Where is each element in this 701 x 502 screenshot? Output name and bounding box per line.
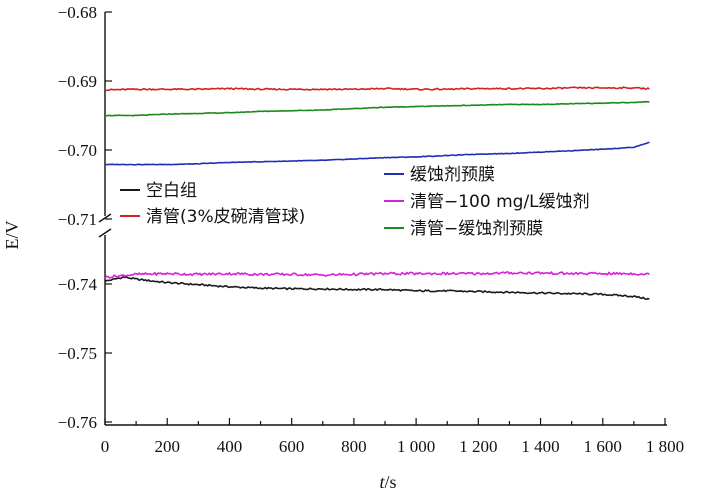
legend-label: 空白组 xyxy=(146,181,197,201)
y-axis-label: E/V xyxy=(2,221,22,250)
y-tick-label: −0.75 xyxy=(58,344,97,363)
x-tick-label: 1 200 xyxy=(459,437,497,456)
legend-entry: 空白组 xyxy=(120,181,197,201)
x-axis-label-variable: t xyxy=(379,472,385,492)
x-tick-label: 400 xyxy=(217,437,243,456)
x-tick-label: 0 xyxy=(101,437,110,456)
x-tick-label: 1 400 xyxy=(521,437,559,456)
legend-label: 清管−100 mg/L缓蚀剂 xyxy=(410,192,590,212)
x-tick-label: 1 000 xyxy=(397,437,435,456)
x-tick-label: 800 xyxy=(341,437,367,456)
series-line xyxy=(104,276,650,300)
legend-entry: 缓蚀剂预膜 xyxy=(384,165,495,185)
legend-entry: 清管−缓蚀剂预膜 xyxy=(384,219,543,239)
series-line xyxy=(104,141,650,166)
x-axis-label: t/s xyxy=(379,472,396,492)
y-tick-label: −0.76 xyxy=(58,413,97,432)
series-line xyxy=(105,100,650,117)
series-line xyxy=(104,271,650,279)
legend-entry: 清管−100 mg/L缓蚀剂 xyxy=(384,192,590,212)
axis-break-mark-upper xyxy=(98,213,112,223)
y-tick-label: −0.68 xyxy=(58,3,97,22)
x-tick-label: 1 800 xyxy=(646,437,684,456)
legend-label: 清管(3%皮碗清管球) xyxy=(146,207,305,227)
series-line xyxy=(104,86,650,92)
x-tick-label: 1 600 xyxy=(584,437,622,456)
x-tick-label: 200 xyxy=(154,437,180,456)
series-layer xyxy=(104,86,650,300)
y-tick-label: −0.71 xyxy=(58,210,97,229)
y-tick-label: −0.74 xyxy=(58,275,98,294)
x-axis-label-unit: /s xyxy=(385,472,397,492)
legend-label: 缓蚀剂预膜 xyxy=(410,165,495,185)
x-tick-label: 600 xyxy=(279,437,305,456)
legend-label: 清管−缓蚀剂预膜 xyxy=(410,219,543,239)
axes-layer: 0 200 400 600 800 1 000 1 200 1 400 1 600 1 800 −0… xyxy=(58,3,684,456)
y-tick-label: −0.70 xyxy=(58,141,97,160)
y-tick-label: −0.69 xyxy=(58,72,97,91)
legend-entry: 清管(3%皮碗清管球) xyxy=(120,207,305,227)
axis-break-mark-lower xyxy=(98,228,112,238)
